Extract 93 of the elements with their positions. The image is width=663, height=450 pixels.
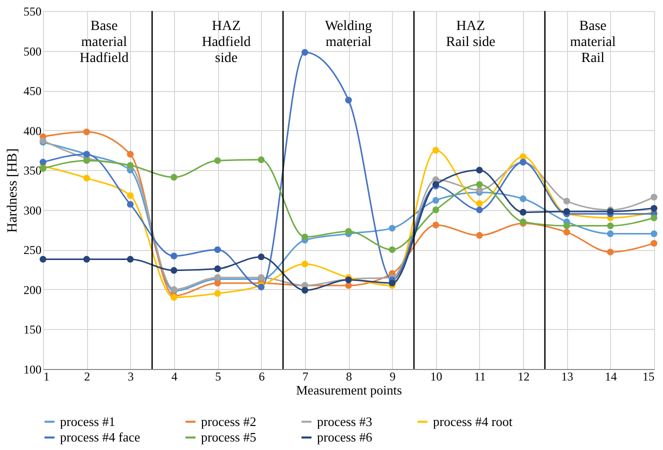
- y-tick-label: 400: [24, 124, 42, 138]
- legend-label: process #1: [60, 414, 116, 429]
- point: [345, 228, 352, 235]
- point: [258, 253, 265, 260]
- x-tick-label: 13: [561, 370, 574, 384]
- y-tick-label: 500: [24, 44, 42, 58]
- x-tick-label: 12: [518, 370, 530, 384]
- annotation: HAZ Hadfield side: [202, 19, 251, 66]
- y-axis-title: Hardness [HB]: [6, 148, 20, 233]
- x-tick-label: 1: [44, 370, 50, 384]
- x-tick-label: 8: [346, 370, 352, 384]
- point: [258, 156, 265, 164]
- point: [520, 195, 526, 202]
- point: [83, 128, 90, 136]
- point: [650, 240, 658, 247]
- point: [126, 200, 134, 208]
- point: [345, 96, 352, 104]
- y-tick-label: 200: [24, 282, 42, 297]
- point: [388, 246, 396, 254]
- annotation: Base material Rail: [570, 19, 616, 66]
- point: [432, 196, 440, 204]
- point: [476, 186, 483, 194]
- x-tick-label: 3: [128, 370, 134, 384]
- point: [214, 246, 221, 254]
- point: [170, 252, 178, 260]
- x-tick-label: 2: [84, 370, 90, 384]
- x-tick-label: 15: [642, 370, 654, 384]
- legend-label: process #2: [201, 414, 256, 429]
- point: [40, 256, 46, 263]
- point: [650, 194, 658, 201]
- x-tick-label: 4: [171, 370, 178, 384]
- point: [302, 260, 308, 268]
- point: [476, 181, 483, 188]
- point: [607, 248, 614, 256]
- point: [520, 153, 526, 160]
- point: [345, 282, 352, 289]
- x-tick-label: 5: [215, 370, 222, 384]
- point: [432, 206, 440, 214]
- point: [388, 224, 396, 232]
- point: [520, 208, 526, 216]
- point: [302, 286, 308, 294]
- y-tick-label: 450: [24, 84, 42, 98]
- y-tick-label: 300: [24, 203, 42, 218]
- point: [302, 234, 308, 240]
- point: [476, 232, 483, 239]
- annotation: Welding material: [324, 19, 372, 50]
- point: [650, 230, 658, 238]
- point: [214, 157, 221, 164]
- legend-label: process #5: [201, 430, 256, 444]
- point: [563, 198, 570, 204]
- point: [83, 256, 90, 263]
- x-tick-label: 7: [302, 370, 308, 384]
- point: [563, 208, 570, 215]
- point: [476, 200, 483, 207]
- point: [650, 214, 658, 222]
- legend-label: process #3: [317, 414, 372, 429]
- legend-label: process #4 root: [433, 414, 513, 429]
- point: [607, 222, 614, 230]
- y-tick-label: 250: [24, 243, 42, 258]
- point: [563, 222, 570, 230]
- annotation: HAZ Rail side: [446, 19, 496, 50]
- point: [476, 166, 483, 174]
- x-axis-title: Measurement points: [296, 382, 402, 398]
- point: [476, 206, 483, 214]
- point: [214, 290, 221, 297]
- point: [126, 192, 134, 199]
- point: [83, 174, 90, 182]
- point: [302, 49, 308, 56]
- point: [214, 280, 221, 286]
- point: [170, 267, 178, 274]
- x-tick-label: 10: [430, 370, 442, 384]
- y-tick-label: 100: [24, 362, 42, 376]
- x-tick-label: 11: [474, 370, 486, 384]
- x-tick-label: 9: [390, 370, 396, 384]
- y-tick-label: 150: [24, 322, 42, 337]
- annotation: Base material Hadfield: [80, 19, 129, 66]
- y-tick-label: 550: [24, 4, 42, 18]
- point: [170, 174, 178, 181]
- legend-label: process #4 face: [60, 430, 140, 444]
- point: [432, 146, 440, 154]
- legend-label: process #6: [317, 430, 373, 444]
- point: [126, 150, 134, 158]
- x-tick-label: 6: [258, 370, 265, 384]
- point: [650, 204, 658, 212]
- point: [563, 228, 570, 236]
- point: [607, 230, 614, 238]
- point: [388, 280, 396, 286]
- point: [432, 222, 440, 228]
- point: [40, 158, 46, 166]
- x-tick-label: 14: [604, 370, 617, 384]
- point: [83, 157, 90, 164]
- point: [214, 265, 221, 272]
- point: [126, 256, 134, 263]
